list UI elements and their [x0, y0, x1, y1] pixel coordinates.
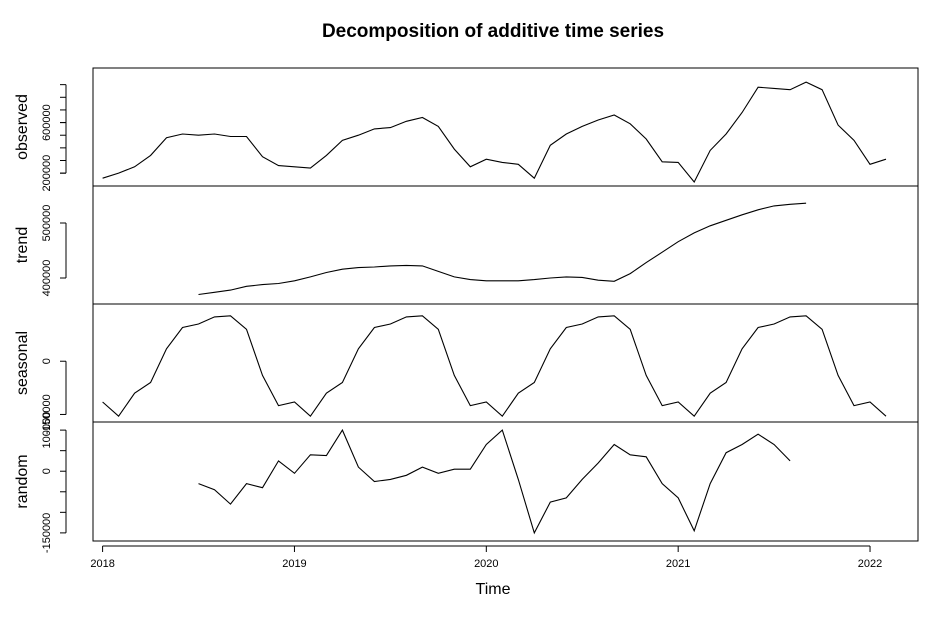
panels-group: observed 200000 600000 trend 400000 500000 sea…: [14, 67, 919, 553]
x-tick-label: 2021: [666, 558, 690, 570]
x-tick-label: 2019: [282, 558, 306, 570]
x-tick-label: 2018: [90, 558, 114, 570]
y-tick-label: 0: [41, 468, 53, 474]
panel-frame: [92, 421, 919, 542]
panel-frame: [92, 303, 919, 423]
y-axis-label-seasonal: seasonal: [14, 331, 31, 395]
y-axis-label-random: random: [14, 454, 31, 508]
chart-title: Decomposition of additive time series: [322, 21, 664, 42]
series-line-seasonal: [102, 315, 887, 418]
y-tick-label: -150000: [41, 394, 53, 434]
x-axis: 2018 2019 2020 2021 2022: [90, 545, 882, 570]
y-axis-label-trend: trend: [14, 227, 31, 263]
x-tick-label: 2022: [858, 558, 882, 570]
y-tick-label: -150000: [41, 513, 53, 553]
series-line-observed: [102, 81, 887, 184]
y-tick-label: 100000: [41, 412, 53, 449]
x-tick-label: 2020: [474, 558, 498, 570]
panel-frame: [92, 67, 919, 187]
y-tick-label: 500000: [41, 205, 53, 242]
x-axis-label: Time: [476, 581, 511, 598]
y-tick-label: 200000: [41, 155, 53, 192]
panel-seasonal: seasonal -150000 0: [14, 303, 919, 435]
y-tick-label: 0: [41, 358, 53, 364]
y-axis-label-observed: observed: [14, 94, 31, 160]
y-tick-label: 600000: [41, 104, 53, 141]
y-tick-label: 400000: [41, 260, 53, 297]
series-line-trend: [198, 202, 807, 296]
series-line-random: [198, 428, 791, 535]
panel-observed: observed 200000 600000: [14, 67, 919, 192]
panel-random: random -150000 0 100000: [14, 412, 919, 553]
panel-trend: trend 400000 500000: [14, 185, 919, 305]
